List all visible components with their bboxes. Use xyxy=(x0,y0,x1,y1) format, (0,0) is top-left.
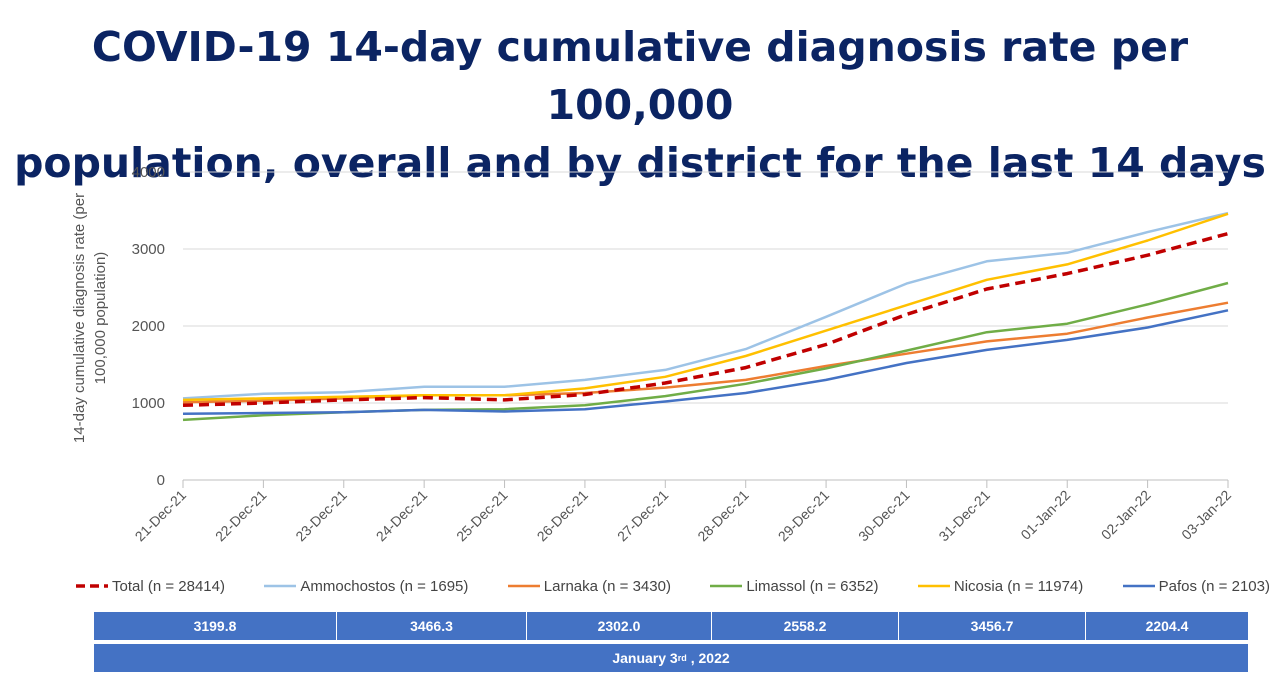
legend-label: Nicosia (n = 11974) xyxy=(953,577,1084,595)
line-chart: 0 1000 2000 3000 4000 21-Dec-21 22-Dec-21 23-D… xyxy=(71,164,1234,545)
series-line-nicosia xyxy=(182,212,1229,402)
x-tick-label: 31-Dec-21 xyxy=(935,487,993,545)
x-tick-label: 03-Jan-22 xyxy=(1178,487,1234,543)
page-title: COVID-19 14-day cumulative diagnosis rat… xyxy=(0,18,1280,192)
title-line-2: population, overall and by district for … xyxy=(14,139,1266,187)
summary-value-ammochostos: 3466.3 xyxy=(337,612,527,640)
legend-swatch xyxy=(76,584,108,588)
legend-item: Total (n = 28414) xyxy=(70,578,225,595)
summary-values-row: 3199.8 3466.3 2302.0 2558.2 3456.7 2204.… xyxy=(94,612,1248,640)
x-tick-label: 01-Jan-22 xyxy=(1017,487,1073,543)
x-tick-label: 28-Dec-21 xyxy=(694,487,752,545)
y-tick-label: 0 xyxy=(157,472,165,489)
x-tick-label: 02-Jan-22 xyxy=(1098,487,1154,543)
summary-date-prefix: January 3 xyxy=(612,650,678,666)
legend-label: Ammochostos (n = 1695) xyxy=(300,577,469,595)
summary-date-suffix: rd xyxy=(677,653,687,663)
legend-swatch xyxy=(710,584,743,588)
x-tick-label: 23-Dec-21 xyxy=(292,487,350,545)
chart-legend: Total (n = 28414) Ammochostos (n = 1695) L… xyxy=(70,574,1270,598)
summary-value-larnaka: 2302.0 xyxy=(527,612,712,640)
legend-swatch xyxy=(1122,584,1155,588)
title-line-1: COVID-19 14-day cumulative diagnosis rat… xyxy=(91,23,1189,129)
legend-swatch xyxy=(917,584,950,588)
legend-item: Ammochostos (n = 1695) xyxy=(258,578,468,595)
x-tick-label: 27-Dec-21 xyxy=(614,487,672,545)
summary-date-rest: , 2022 xyxy=(690,650,730,666)
x-tick-label: 24-Dec-21 xyxy=(373,487,431,545)
y-axis-label-line-2: 100,000 population) xyxy=(92,252,109,385)
y-tick-label: 2000 xyxy=(132,318,165,335)
legend-item: Larnaka (n = 3430) xyxy=(502,578,671,595)
series-line-pafos xyxy=(182,309,1229,416)
x-tick-label: 29-Dec-21 xyxy=(775,487,833,545)
y-tick-label: 3000 xyxy=(132,241,165,258)
legend-label: Total (n = 28414) xyxy=(112,577,225,595)
x-tick-label: 21-Dec-21 xyxy=(132,487,190,545)
legend-item: Pafos (n = 2103) xyxy=(1117,578,1270,595)
summary-value-total: 3199.8 xyxy=(94,612,337,640)
legend-label: Larnaka (n = 3430) xyxy=(543,577,671,595)
x-tick-label: 22-Dec-21 xyxy=(212,487,270,545)
legend-label: Pafos (n = 2103) xyxy=(1158,577,1270,595)
legend-item: Nicosia (n = 11974) xyxy=(912,578,1083,595)
summary-value-pafos: 2204.4 xyxy=(1145,618,1189,634)
series-line-larnaka xyxy=(182,301,1229,404)
x-tick-label: 25-Dec-21 xyxy=(453,487,511,545)
series-line-ammochostos xyxy=(182,211,1229,400)
legend-label: Limassol (n = 6352) xyxy=(746,577,879,595)
y-tick-label: 1000 xyxy=(132,395,165,412)
y-axis-label-line-1: 14-day cumulative diagnosis rate (per xyxy=(71,193,88,443)
y-tick-label: 4000 xyxy=(132,164,165,181)
summary-value-nicosia: 3456.7 xyxy=(899,612,1086,640)
legend-swatch xyxy=(264,584,297,588)
legend-item: Limassol (n = 6352) xyxy=(704,577,879,595)
legend-swatch xyxy=(507,584,540,588)
series-line-total xyxy=(182,231,1229,408)
x-tick-label: 30-Dec-21 xyxy=(855,487,913,545)
summary-value-limassol: 2558.2 xyxy=(712,612,899,640)
x-tick-label: 26-Dec-21 xyxy=(534,487,592,545)
